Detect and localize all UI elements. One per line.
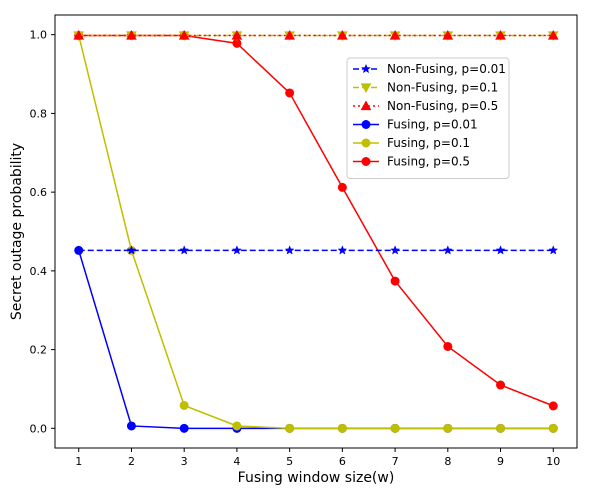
data-point (495, 245, 506, 255)
data-point (232, 421, 242, 431)
y-tick-label: 0.2 (30, 344, 48, 357)
data-point (548, 423, 558, 433)
legend-entry: Fusing, p=0.5 (353, 155, 470, 169)
y-tick-label: 1.0 (30, 29, 48, 42)
x-tick-label: 5 (286, 455, 293, 468)
legend-entry: Non-Fusing, p=0.1 (353, 81, 498, 95)
legend-marker (361, 63, 371, 74)
legend-entry: Non-Fusing, p=0.01 (353, 62, 506, 76)
legend-entry: Non-Fusing, p=0.5 (353, 99, 498, 113)
series-line (78, 35, 554, 430)
x-tick-label: 2 (128, 455, 135, 468)
data-point (443, 423, 453, 433)
data-point (496, 380, 506, 390)
legend: Non-Fusing, p=0.01 Non-Fusing, p=0.1 Non-F… (346, 57, 510, 179)
x-tick-label: 10 (546, 455, 560, 468)
data-point (285, 423, 295, 433)
data-point (231, 245, 242, 255)
legend-label: Fusing, p=0.5 (387, 155, 470, 169)
y-tick-label: 0.8 (30, 107, 48, 120)
legend-marker (360, 100, 372, 111)
data-point (547, 29, 559, 40)
data-point (179, 423, 189, 433)
x-tick-label: 9 (497, 455, 504, 468)
data-point (548, 401, 558, 411)
series-line (78, 34, 554, 407)
x-axis-label: Fusing window size(w) (238, 470, 395, 486)
plot-frame (54, 14, 578, 449)
legend-entry: Fusing, p=0.1 (353, 136, 470, 150)
y-tick-label: 0.4 (30, 265, 48, 278)
data-point (442, 245, 453, 255)
data-point (126, 421, 136, 431)
data-point (337, 245, 348, 255)
x-tick-label: 3 (181, 455, 188, 468)
series-0 (73, 245, 559, 255)
x-axis: 1 2 3 4 5 6 7 8 9 10 (75, 448, 560, 468)
legend-entry: Fusing, p=0.01 (353, 118, 478, 132)
x-tick-label: 7 (392, 455, 399, 468)
data-point (126, 29, 137, 40)
data-point (284, 245, 295, 255)
data-point (284, 29, 295, 40)
data-point (179, 245, 190, 255)
y-axis-label: Secret outage probability (9, 143, 25, 320)
legend-marker (361, 138, 371, 148)
data-point (178, 29, 190, 40)
legend-label: Non-Fusing, p=0.5 (387, 99, 498, 113)
x-tick-label: 8 (444, 455, 451, 468)
legend-label: Fusing, p=0.01 (387, 118, 478, 132)
legend-label: Non-Fusing, p=0.1 (387, 81, 498, 95)
data-point (126, 245, 137, 255)
data-point (390, 245, 401, 255)
data-point (337, 182, 347, 192)
legend-label: Fusing, p=0.1 (387, 136, 470, 150)
data-point (231, 29, 243, 40)
series-2 (73, 29, 559, 40)
x-tick-label: 4 (233, 455, 240, 468)
legend-marker (361, 120, 371, 129)
data-point (390, 276, 400, 286)
data-point (496, 423, 506, 433)
data-point (443, 341, 453, 351)
y-tick-label: 0.6 (30, 186, 48, 199)
data-point (495, 29, 506, 40)
data-point (73, 245, 84, 255)
data-point (548, 245, 559, 255)
data-point (179, 400, 189, 410)
data-point (285, 88, 295, 98)
y-tick-label: 0.0 (30, 422, 48, 435)
data-point (73, 29, 85, 40)
data-point (442, 29, 454, 40)
legend-marker (360, 83, 372, 94)
data-point (337, 29, 348, 40)
x-tick-label: 6 (339, 455, 346, 468)
legend-label: Non-Fusing, p=0.01 (387, 62, 506, 76)
y-axis: 0.0 0.2 0.4 0.6 0.8 1.0 (30, 29, 55, 435)
legend-marker (361, 157, 371, 166)
legend-box (346, 57, 510, 179)
data-point (389, 29, 401, 40)
series-layer (73, 29, 559, 433)
x-tick-label: 1 (75, 455, 82, 468)
data-point (337, 423, 347, 433)
data-point (390, 423, 400, 433)
